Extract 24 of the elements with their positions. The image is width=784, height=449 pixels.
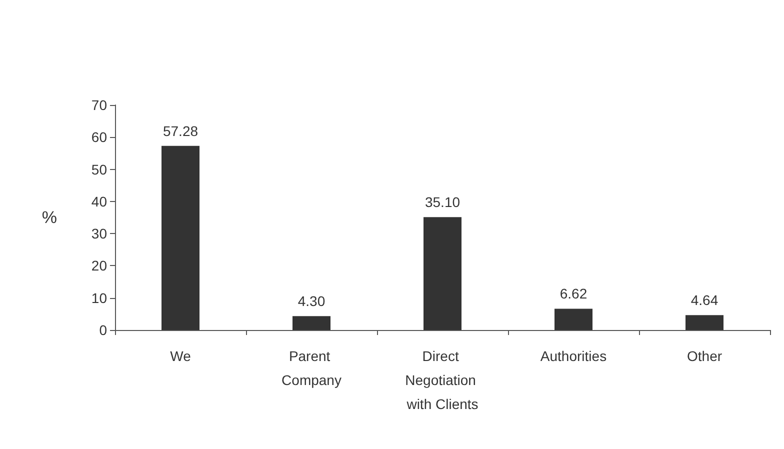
bar — [424, 217, 462, 330]
x-tick-label: Authorities — [540, 348, 607, 364]
x-tick-label: We — [170, 348, 192, 364]
y-tick-label: 70 — [91, 97, 108, 113]
y-tick-label: 40 — [91, 193, 108, 210]
y-tick-label: 50 — [91, 161, 108, 178]
y-tick-label: 60 — [91, 129, 108, 146]
x-tick-label: Parent Company — [282, 348, 342, 388]
y-tick-label: 0 — [99, 322, 108, 338]
data-label: 35.10 — [424, 194, 460, 210]
data-label: 57.28 — [162, 122, 198, 139]
data-label: 4.30 — [298, 293, 326, 310]
bar — [686, 315, 724, 330]
y-tick-label: 30 — [91, 226, 108, 242]
bar — [162, 146, 200, 330]
y-tick-label: 10 — [91, 290, 108, 306]
y-tick-label: 20 — [91, 258, 108, 274]
bar — [554, 308, 592, 330]
y-axis-title: % — [42, 208, 57, 227]
bar — [292, 316, 330, 330]
x-tick-label: Direct Negotiation with Clients — [405, 348, 480, 412]
x-tick-label: Other — [686, 348, 722, 364]
data-label: 4.64 — [690, 292, 718, 308]
data-label: 6.62 — [560, 286, 588, 302]
